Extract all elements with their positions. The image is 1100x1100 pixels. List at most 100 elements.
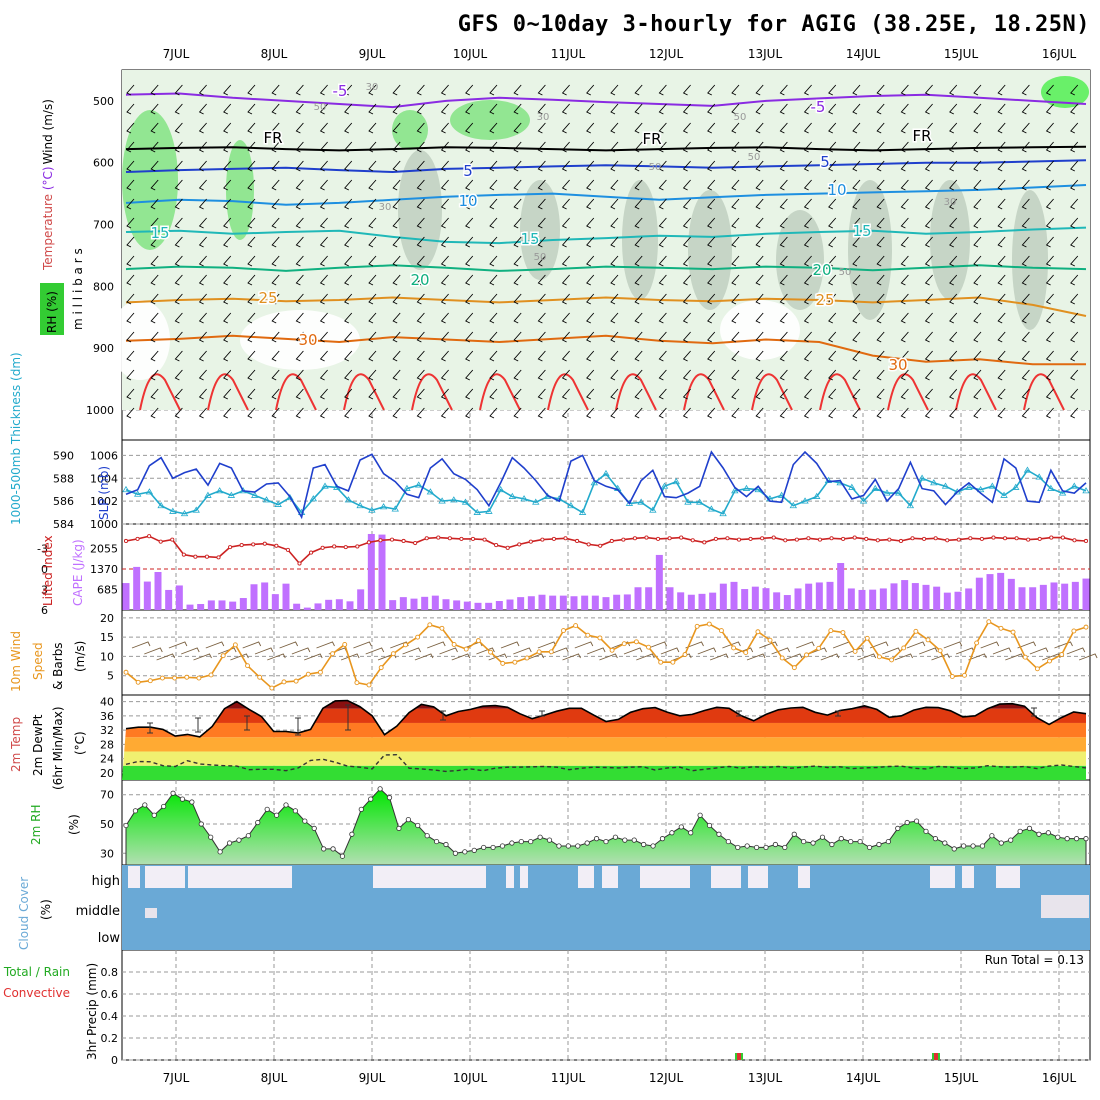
wind-barb bbox=[561, 84, 570, 96]
wind-barb bbox=[876, 198, 885, 210]
wind-barb bbox=[344, 179, 353, 191]
minmax-whisker bbox=[440, 710, 446, 721]
wind-barb bbox=[731, 407, 740, 419]
wind-barb bbox=[682, 103, 691, 115]
wind-barb bbox=[828, 179, 837, 191]
li-line-point bbox=[482, 537, 487, 542]
wind-barb bbox=[924, 274, 933, 286]
cape-bar bbox=[794, 588, 802, 610]
wind-barb bbox=[561, 198, 570, 210]
rh-point bbox=[857, 838, 863, 845]
rh-blob bbox=[776, 210, 824, 310]
rh-label: 50 bbox=[839, 267, 852, 278]
wind-barb bbox=[610, 160, 619, 172]
rh-point bbox=[565, 843, 571, 849]
wind-barb bbox=[634, 312, 643, 324]
rh-point bbox=[424, 833, 430, 839]
wind-barb bbox=[997, 350, 1006, 362]
wind-barb bbox=[658, 407, 667, 419]
cape-bar bbox=[495, 601, 503, 610]
wind-barb bbox=[223, 274, 232, 286]
wind-barb bbox=[174, 293, 183, 305]
cape-bar bbox=[314, 603, 322, 610]
wind-barb bbox=[852, 179, 861, 191]
wind-barb bbox=[126, 331, 135, 343]
wind-barb bbox=[658, 84, 667, 96]
wind-barb-10m bbox=[586, 647, 606, 655]
wind-barb-10m bbox=[193, 653, 212, 661]
wind-barb bbox=[586, 122, 595, 134]
rh-point bbox=[716, 831, 722, 837]
rh-ylabel: (%) bbox=[67, 814, 81, 835]
wind-barb bbox=[731, 217, 740, 229]
isotherm-label: 5 bbox=[820, 153, 830, 171]
wind-barb bbox=[295, 103, 304, 115]
rh-blob bbox=[848, 180, 892, 320]
wind-barb bbox=[392, 141, 401, 153]
rh-point bbox=[819, 834, 826, 840]
rh-point bbox=[1036, 831, 1042, 837]
wind-speed-line-point bbox=[1010, 629, 1016, 635]
wind-barb bbox=[924, 369, 933, 381]
rh-blob bbox=[226, 140, 254, 240]
wind-barb bbox=[779, 350, 788, 362]
cape-bar bbox=[538, 594, 546, 610]
wind-barb bbox=[707, 331, 716, 343]
wind-barb bbox=[779, 369, 788, 381]
li-line-point bbox=[193, 554, 198, 559]
cloud-high-gap bbox=[640, 866, 690, 888]
wind-barb bbox=[755, 255, 764, 267]
wind-barb bbox=[973, 236, 982, 248]
cape-bar bbox=[250, 584, 258, 610]
rh-area bbox=[125, 788, 1087, 866]
wind-barb bbox=[1021, 122, 1030, 134]
wind-speed-line-point bbox=[755, 629, 761, 635]
wind-barb-10m bbox=[513, 647, 532, 655]
wind-barb bbox=[344, 217, 353, 229]
wind-barb bbox=[973, 369, 982, 381]
wind-barb bbox=[150, 103, 159, 115]
wind-barb bbox=[271, 122, 280, 134]
rh-point bbox=[132, 808, 139, 814]
wind-barb bbox=[368, 179, 377, 191]
wind-barb bbox=[900, 312, 909, 324]
thickness-line-point bbox=[379, 503, 388, 510]
wind-barb bbox=[319, 369, 328, 381]
ytick-cape: 1370 bbox=[90, 563, 118, 576]
wind-barb bbox=[513, 122, 522, 134]
cape-bar bbox=[527, 596, 535, 610]
ytick-wind: 5 bbox=[107, 670, 114, 683]
wind-barb bbox=[174, 255, 183, 267]
wind-barb bbox=[1021, 141, 1030, 153]
cape-bar bbox=[869, 589, 877, 610]
wind-barb-10m bbox=[660, 647, 680, 655]
wind-barb bbox=[828, 350, 837, 362]
wind-barb bbox=[416, 331, 425, 343]
hot-contour bbox=[275, 373, 317, 411]
wind-barb bbox=[900, 331, 909, 343]
wind-barb bbox=[489, 350, 498, 362]
wind-barb bbox=[949, 84, 958, 96]
wind-barb bbox=[997, 369, 1006, 381]
wind-barb bbox=[223, 369, 232, 381]
cape-bar bbox=[783, 595, 791, 610]
cape-bar bbox=[143, 581, 151, 610]
cape-bar bbox=[762, 588, 770, 610]
wind-barb bbox=[271, 407, 280, 419]
wind-barb bbox=[198, 122, 207, 134]
wind-barb bbox=[344, 84, 353, 96]
upper-air-ylabel: Temperature (°C) Wind (m/s) bbox=[41, 99, 55, 271]
wind-barb bbox=[876, 331, 885, 343]
wind-barb bbox=[682, 141, 691, 153]
thickness-line-point bbox=[848, 483, 856, 490]
ylabel-part: (°C) bbox=[41, 166, 55, 190]
li-line-point bbox=[563, 536, 568, 541]
wind-barb bbox=[682, 217, 691, 229]
wind-barb bbox=[198, 141, 207, 153]
wind-barb bbox=[513, 217, 522, 229]
wind-barb bbox=[223, 103, 232, 115]
cape-bar bbox=[709, 592, 717, 610]
wind-speed-line-point bbox=[1034, 666, 1040, 672]
wind-barb bbox=[392, 236, 401, 248]
wind-barb bbox=[658, 369, 667, 381]
